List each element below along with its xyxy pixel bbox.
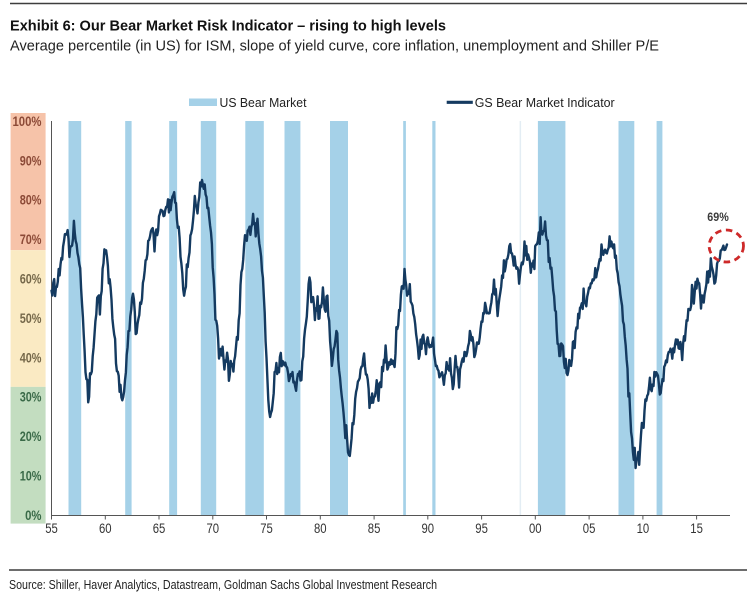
svg-text:Exhibit 6: Our Bear Market Ris: Exhibit 6: Our Bear Market Risk Indicato… <box>10 18 446 35</box>
svg-text:GS Bear Market Indicator: GS Bear Market Indicator <box>475 96 615 110</box>
svg-text:65: 65 <box>153 521 166 536</box>
svg-text:Source: Shiller, Haver Analyti: Source: Shiller, Haver Analytics, Datast… <box>9 577 437 592</box>
svg-text:40%: 40% <box>20 350 42 365</box>
svg-text:90%: 90% <box>20 153 42 168</box>
svg-text:80: 80 <box>314 521 327 536</box>
svg-text:00: 00 <box>529 521 542 536</box>
svg-text:20%: 20% <box>20 429 42 444</box>
svg-text:0%: 0% <box>25 508 41 523</box>
svg-text:30%: 30% <box>20 390 42 405</box>
svg-text:100%: 100% <box>13 114 42 129</box>
svg-text:US Bear Market: US Bear Market <box>220 96 308 110</box>
svg-text:10%: 10% <box>20 469 42 484</box>
svg-text:50%: 50% <box>20 311 42 326</box>
svg-text:85: 85 <box>368 521 381 536</box>
svg-text:15: 15 <box>690 521 703 536</box>
svg-text:60%: 60% <box>20 272 42 287</box>
svg-text:Average percentile (in US) for: Average percentile (in US) for ISM, slop… <box>10 38 659 55</box>
svg-text:55: 55 <box>45 521 58 536</box>
svg-text:90: 90 <box>422 521 435 536</box>
svg-text:75: 75 <box>260 521 273 536</box>
svg-text:10: 10 <box>637 521 650 536</box>
svg-text:60: 60 <box>99 521 112 536</box>
svg-text:70%: 70% <box>20 232 42 247</box>
svg-text:95: 95 <box>475 521 488 536</box>
svg-text:70: 70 <box>207 521 220 536</box>
svg-text:05: 05 <box>583 521 596 536</box>
svg-text:80%: 80% <box>20 193 42 208</box>
svg-text:69%: 69% <box>707 212 729 224</box>
